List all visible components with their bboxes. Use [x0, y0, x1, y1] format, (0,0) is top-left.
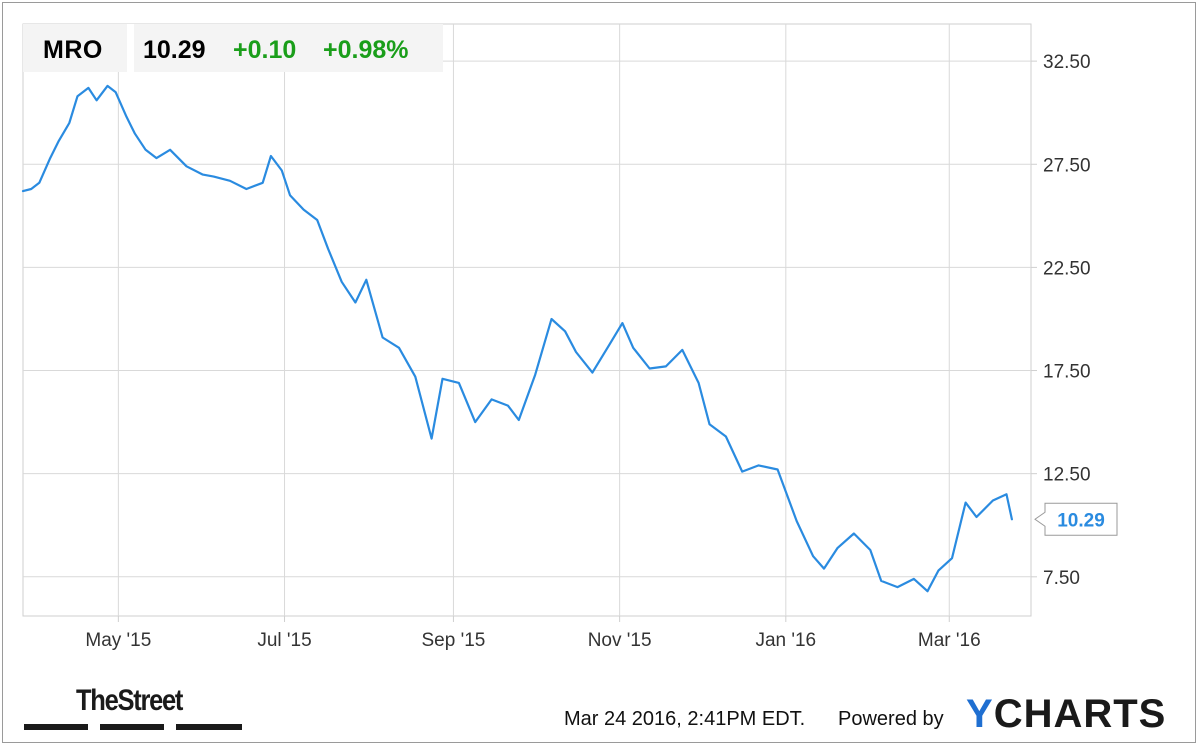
x-tick-label: Sep '15 [422, 630, 486, 651]
plot-area [22, 23, 1032, 617]
y-tick-label: 22.50 [1043, 258, 1091, 279]
ycharts-logo-rest: CHARTS [993, 692, 1167, 736]
logo-bar-1 [24, 724, 88, 730]
last-value-label: 10.29 [1057, 510, 1105, 531]
price-change: +0.10 [233, 36, 297, 64]
x-tick-label: May '15 [85, 630, 151, 651]
series-layer [21, 84, 1014, 593]
logo-bar-2 [100, 724, 164, 730]
y-tick-label: 12.50 [1043, 465, 1091, 486]
y-axis: 7.50 12.50 17.50 22.50 27.50 32.50 [1031, 52, 1091, 589]
price-series-line [21, 84, 1014, 593]
powered-by-text: Powered by [838, 708, 944, 730]
x-tick-label: Mar '16 [918, 630, 981, 651]
quote-header: MRO 10.29 +0.10 +0.98% [23, 24, 443, 72]
x-axis: May '15 Jul '15 Sep '15 Nov '15 Jan '16 Mar '… [85, 616, 981, 651]
y-tick-label: 32.50 [1043, 52, 1091, 73]
last-value-layer: 10.29 [1034, 502, 1118, 536]
ycharts-logo[interactable]: YCHARTS [966, 692, 1166, 737]
ycharts-logo-y: Y [966, 692, 994, 736]
thestreet-logo-text: TheStreet [76, 684, 183, 717]
ticker-symbol: MRO [43, 36, 103, 64]
y-tick-label: 27.50 [1043, 155, 1091, 176]
last-value-callout [1034, 502, 1118, 536]
x-tick-label: Jul '15 [257, 630, 311, 651]
logo-bar-3 [176, 724, 242, 730]
thestreet-logo: TheStreet [24, 684, 244, 734]
quote-divider [127, 24, 134, 72]
x-tick-label: Jan '16 [755, 630, 816, 651]
last-price: 10.29 [143, 36, 206, 64]
timestamp: Mar 24 2016, 2:41PM EDT. [564, 708, 806, 730]
grid-layer [22, 23, 1032, 617]
price-change-percent: +0.98% [323, 36, 409, 64]
y-tick-label: 7.50 [1043, 568, 1080, 589]
x-tick-label: Nov '15 [588, 630, 652, 651]
y-tick-label: 17.50 [1043, 362, 1091, 383]
